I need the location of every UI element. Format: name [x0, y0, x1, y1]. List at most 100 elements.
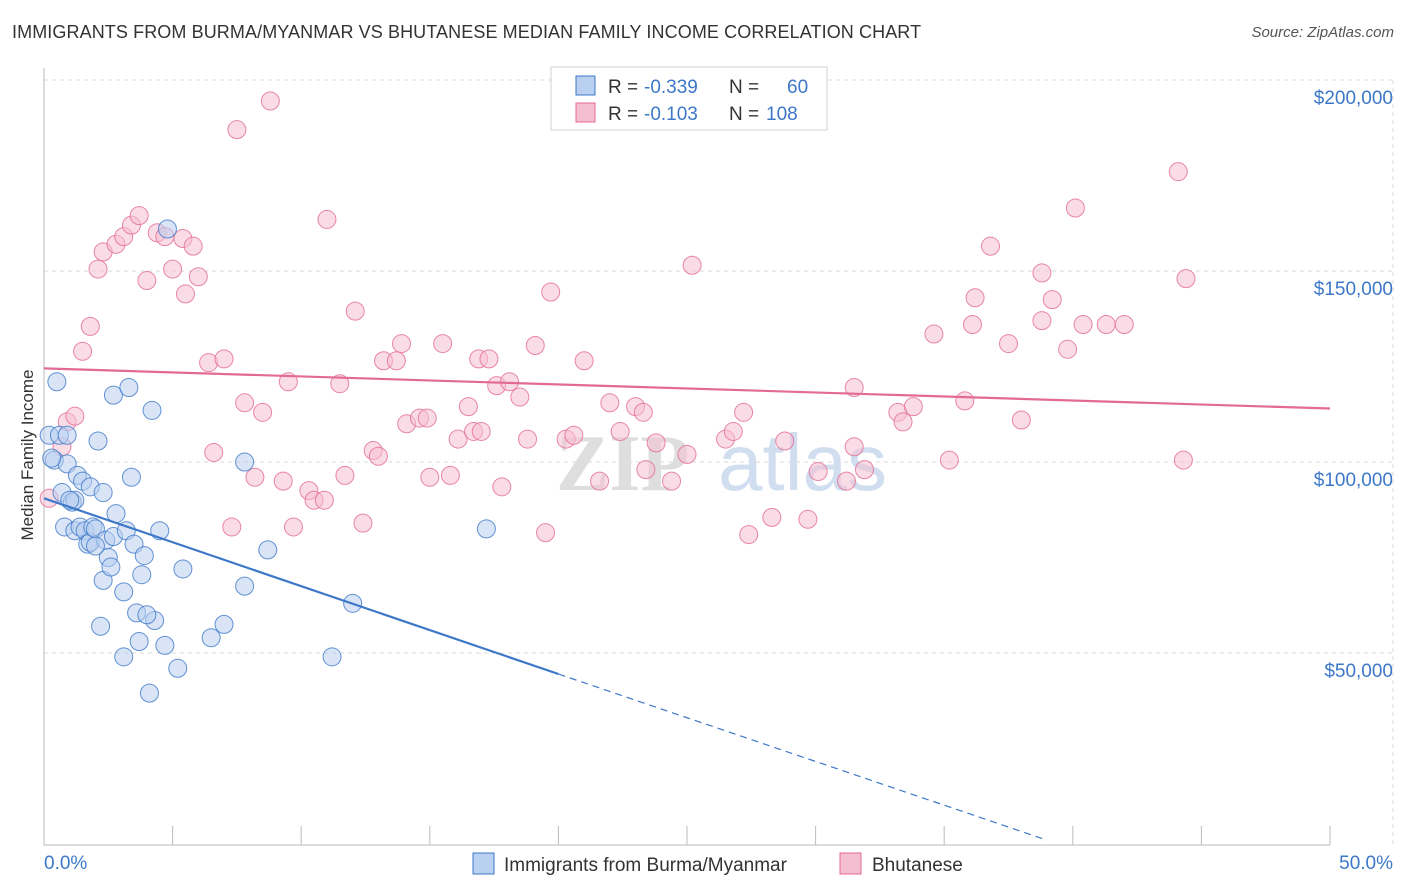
data-point: [253, 402, 273, 422]
data-point: [345, 301, 365, 321]
data-point: [163, 259, 183, 279]
trend-line-bhutanese: [43, 367, 1331, 410]
data-point: [168, 658, 188, 678]
data-point: [80, 316, 100, 336]
data-point: [322, 647, 342, 667]
legend-series-burma: Immigrants from Burma/Myanmar: [504, 855, 788, 876]
data-point: [114, 647, 134, 667]
data-point: [137, 605, 157, 625]
y-axis-label: Median Family Income: [18, 369, 37, 540]
data-point: [214, 614, 234, 634]
legend-r-value: -0.103: [644, 104, 698, 125]
data-point: [955, 391, 975, 411]
data-point: [368, 446, 388, 466]
y-tick-label: $200,000: [1314, 88, 1393, 109]
data-point: [541, 282, 561, 302]
data-point: [479, 349, 499, 369]
data-point: [525, 335, 545, 355]
data-point: [175, 284, 195, 304]
data-point: [962, 314, 982, 334]
data-point: [980, 236, 1000, 256]
data-point: [317, 209, 337, 229]
data-point: [214, 349, 234, 369]
stats-legend: R = -0.339 N = 60 R = -0.103 N = 108: [550, 66, 828, 131]
legend-n-value: 60: [787, 77, 808, 98]
data-point: [139, 683, 159, 703]
data-point: [335, 465, 355, 485]
data-point: [965, 288, 985, 308]
data-point: [353, 513, 373, 533]
data-point: [775, 431, 795, 451]
data-point: [458, 397, 478, 417]
y-tick-label: $50,000: [1324, 661, 1393, 682]
x-tick-label: 50.0%: [1339, 853, 1393, 874]
legend-swatch-blue: [472, 852, 495, 875]
data-point: [854, 460, 874, 480]
data-point: [734, 402, 754, 422]
data-point: [283, 517, 303, 537]
trend-lines: [43, 367, 1331, 841]
data-point: [1114, 314, 1134, 334]
data-point: [1011, 410, 1031, 430]
data-point: [201, 628, 221, 648]
trend-line-burma-extension: [558, 673, 1048, 841]
data-point: [662, 471, 682, 491]
data-point: [129, 632, 149, 652]
data-point: [844, 437, 864, 457]
data-point: [433, 334, 453, 354]
data-point: [155, 635, 175, 655]
data-point: [65, 406, 85, 426]
data-point: [600, 393, 620, 413]
legend-r-label: R =: [608, 77, 638, 98]
data-point: [924, 324, 944, 344]
data-point: [73, 341, 93, 361]
data-point: [235, 452, 255, 472]
data-point: [132, 565, 152, 585]
data-point: [330, 374, 350, 394]
data-point: [417, 408, 437, 428]
data-point: [129, 206, 149, 226]
data-point: [836, 471, 856, 491]
data-point: [1096, 314, 1116, 334]
data-point: [114, 582, 134, 602]
data-point: [258, 540, 278, 560]
trend-line-burma: [43, 497, 559, 676]
data-point: [1168, 162, 1188, 182]
data-point: [91, 616, 111, 636]
data-point: [440, 465, 460, 485]
data-point: [903, 397, 923, 417]
data-point: [227, 120, 247, 140]
data-point: [448, 429, 468, 449]
data-point: [564, 425, 584, 445]
data-point: [47, 372, 67, 392]
data-point: [471, 421, 491, 441]
y-tick-label: $150,000: [1314, 279, 1393, 300]
data-point: [1058, 339, 1078, 359]
data-point: [260, 91, 280, 111]
data-point: [808, 462, 828, 482]
data-point: [798, 509, 818, 529]
data-point: [510, 387, 530, 407]
legend-swatch-pink: [575, 102, 596, 123]
data-point: [173, 559, 193, 579]
data-point: [939, 450, 959, 470]
data-point: [1176, 269, 1196, 289]
data-point: [1032, 263, 1052, 283]
data-point: [137, 271, 157, 291]
data-point: [1073, 314, 1093, 334]
data-point: [1065, 198, 1085, 218]
data-point: [518, 429, 538, 449]
data-point: [646, 433, 666, 453]
data-point: [590, 471, 610, 491]
legend-n-label: N =: [729, 77, 759, 98]
data-point: [682, 255, 702, 275]
data-point: [1173, 450, 1193, 470]
data-point: [235, 393, 255, 413]
data-point: [636, 460, 656, 480]
data-point: [536, 523, 556, 543]
x-tick-label: 0.0%: [44, 853, 87, 874]
data-point: [222, 517, 242, 537]
legend-swatch-pink: [839, 852, 862, 875]
data-point: [93, 483, 113, 503]
